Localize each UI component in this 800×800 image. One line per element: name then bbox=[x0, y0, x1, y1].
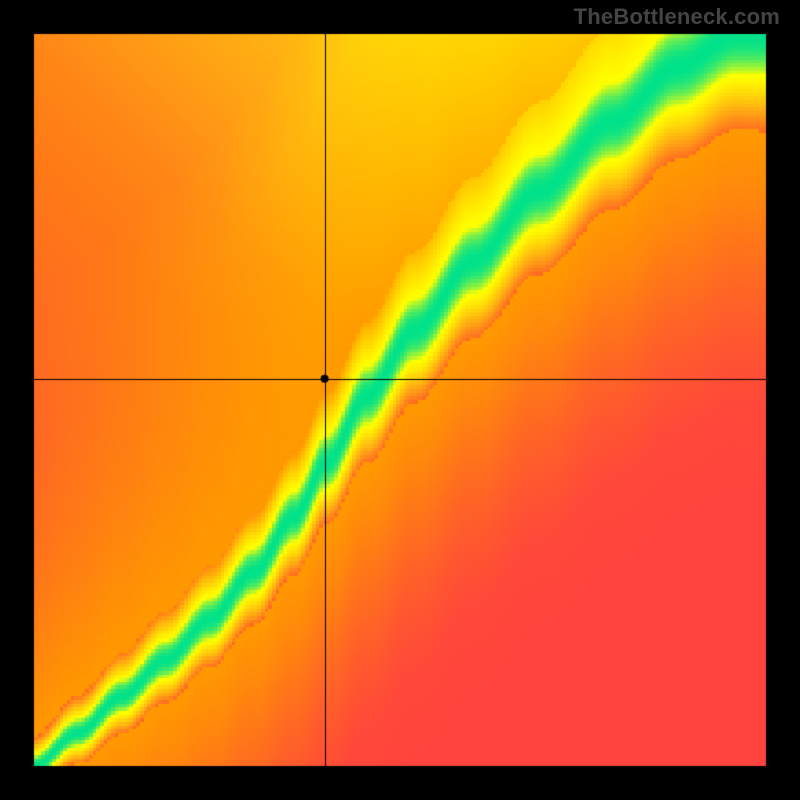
heatmap-container bbox=[0, 0, 800, 800]
watermark-label: TheBottleneck.com bbox=[574, 4, 780, 30]
heatmap-canvas bbox=[0, 0, 800, 800]
